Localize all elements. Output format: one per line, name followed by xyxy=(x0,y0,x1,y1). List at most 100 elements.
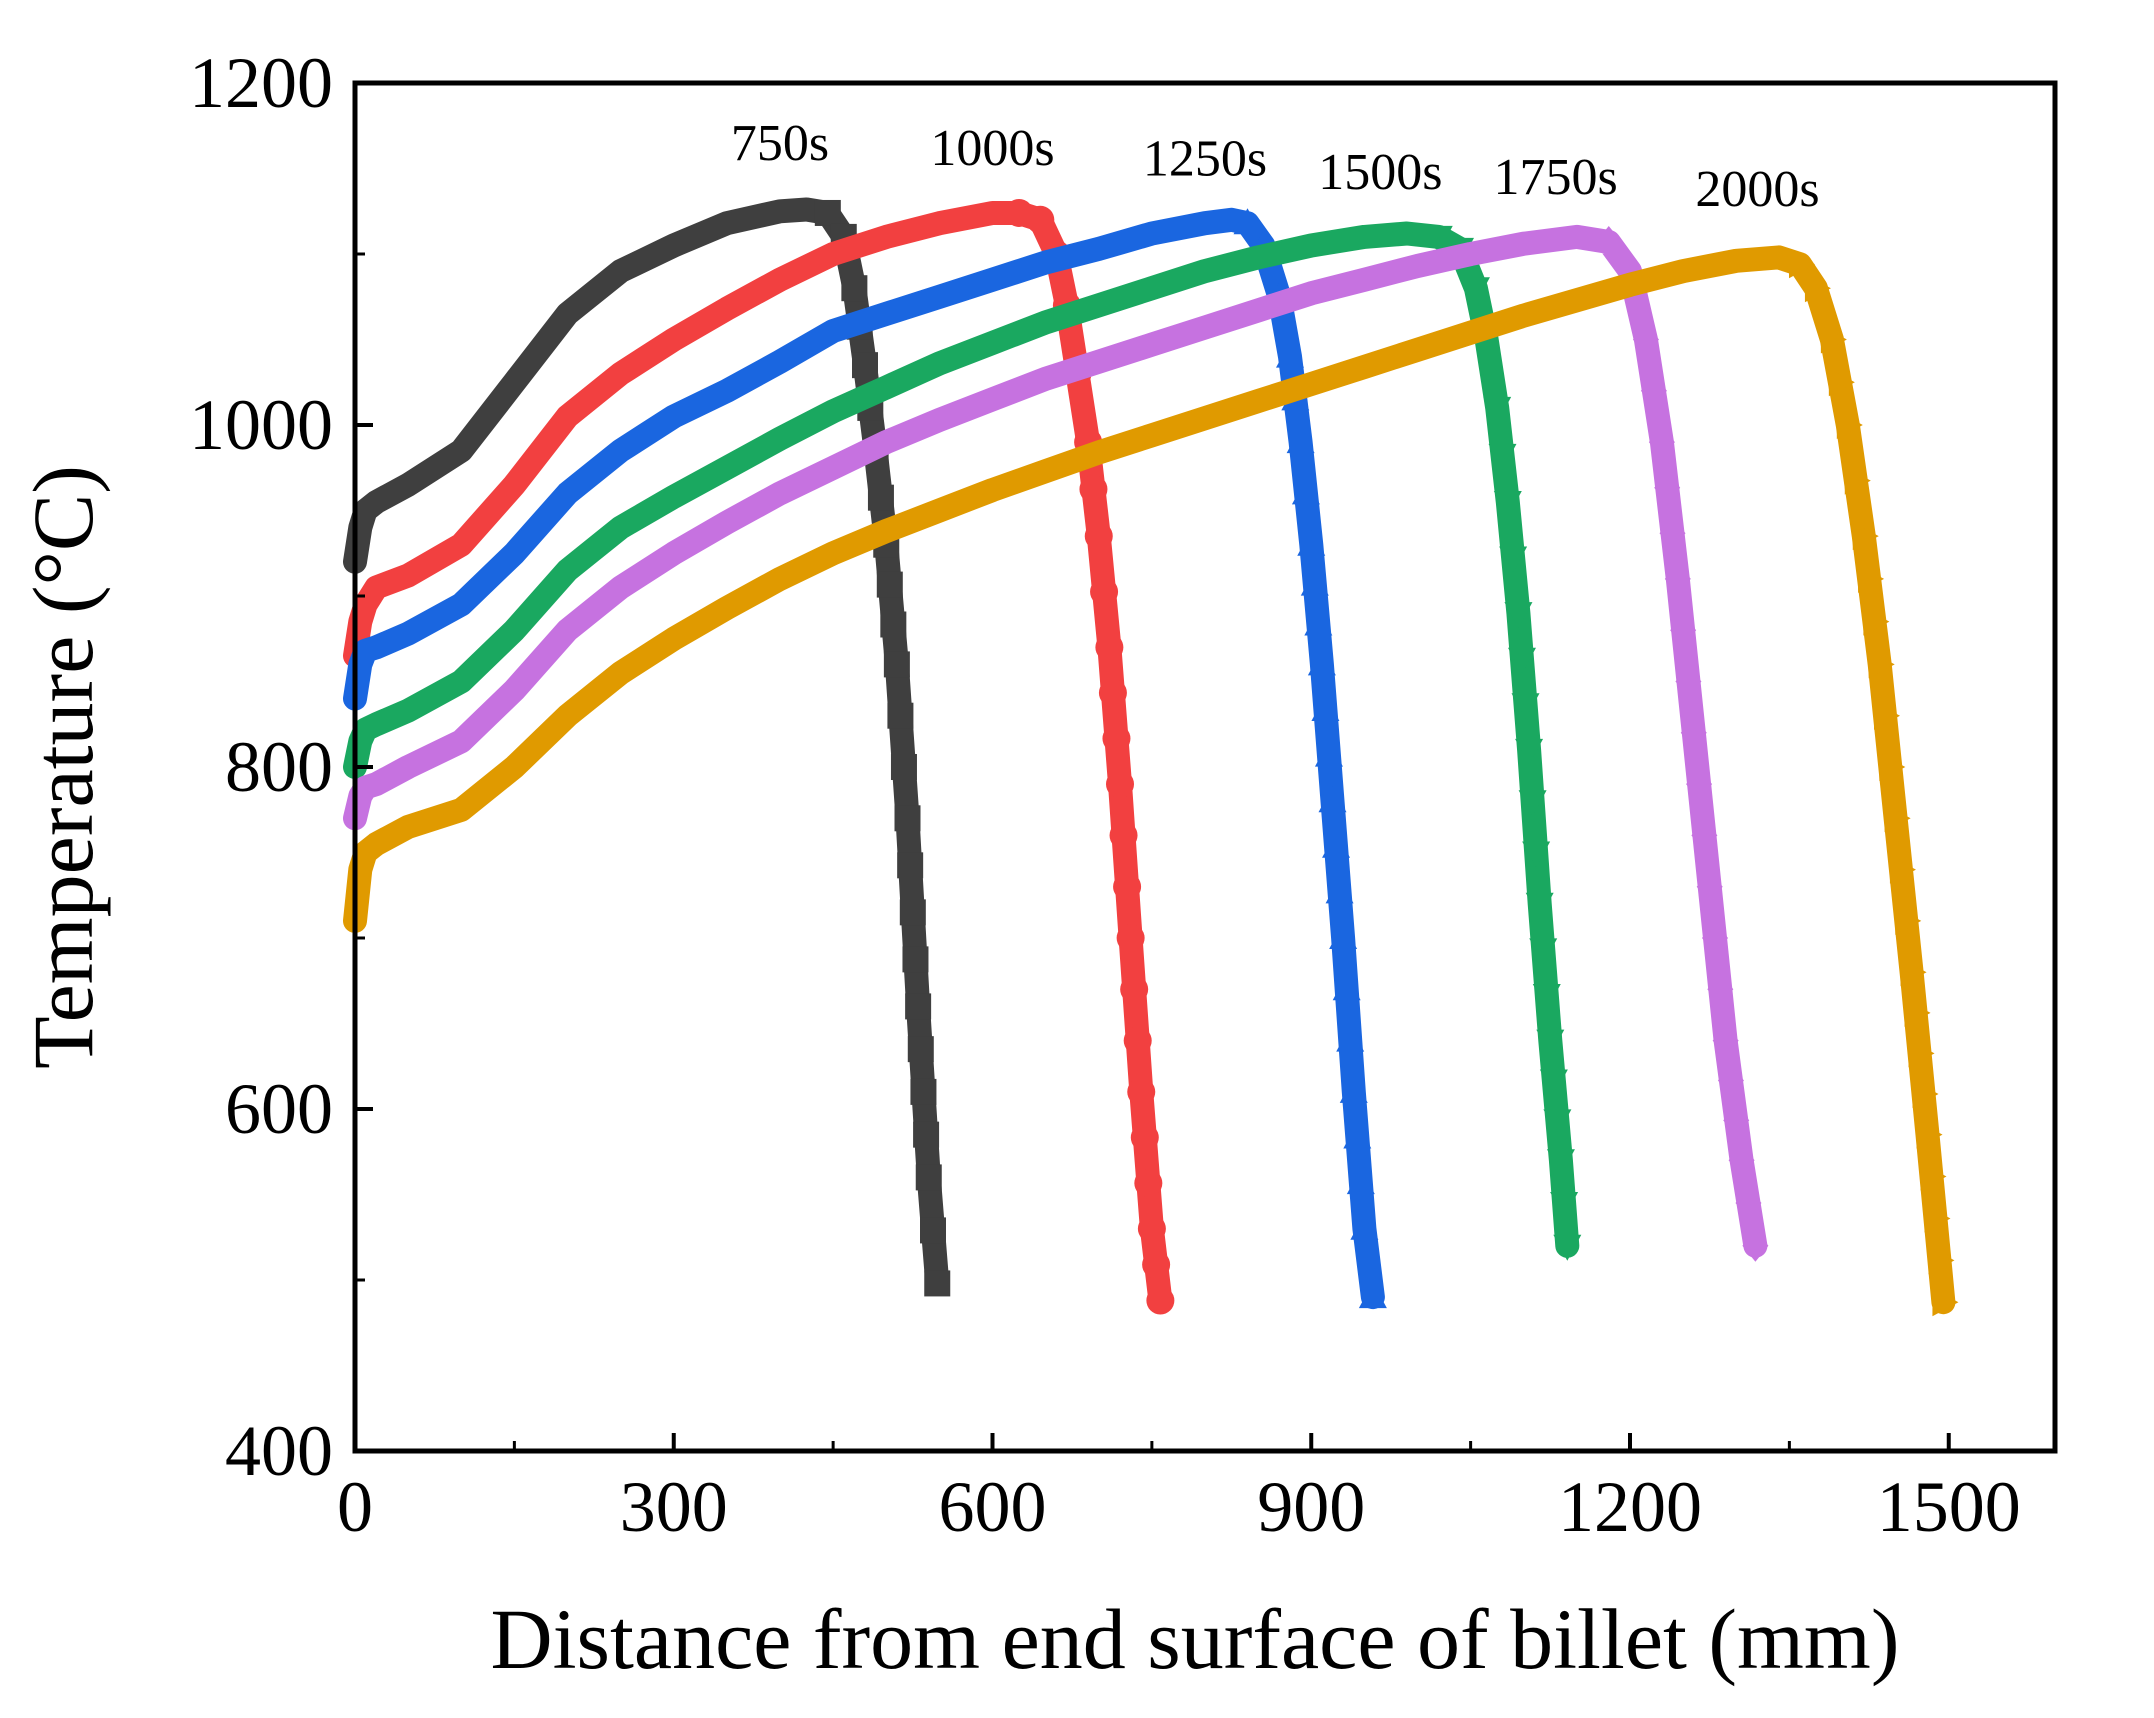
data-point-marker xyxy=(1137,1214,1166,1243)
data-point-marker xyxy=(1346,1168,1375,1195)
data-point-marker xyxy=(902,946,929,973)
data-point-marker xyxy=(1116,924,1145,952)
data-point-marker xyxy=(1908,1039,1935,1068)
data-point-marker xyxy=(1659,517,1686,550)
data-point-marker xyxy=(1900,958,1927,987)
data-point-marker xyxy=(1532,984,1561,1010)
data-point-marker xyxy=(1518,790,1547,817)
data-point-marker xyxy=(1928,1246,1955,1275)
data-point-marker xyxy=(1789,250,1815,279)
data-point-marker xyxy=(1525,892,1554,919)
data-point-marker xyxy=(1127,1077,1156,1106)
series-line xyxy=(343,221,1580,1258)
data-point-marker xyxy=(1109,821,1138,850)
data-point-marker xyxy=(1728,1144,1755,1177)
x-tick-label: 300 xyxy=(620,1467,728,1547)
data-point-marker xyxy=(1499,546,1528,573)
axis-ticks xyxy=(353,81,1951,1453)
y-tick-label: 1000 xyxy=(189,385,333,465)
data-point-marker xyxy=(1904,998,1931,1027)
data-point-marker xyxy=(1113,872,1142,901)
data-point-marker xyxy=(1889,855,1916,884)
y-tick-label: 800 xyxy=(225,727,333,807)
data-point-marker xyxy=(1632,323,1659,356)
data-point-marker xyxy=(1675,665,1702,698)
data-point-marker xyxy=(1504,602,1533,629)
data-point-marker xyxy=(1123,1026,1152,1055)
series-line xyxy=(343,245,1956,1315)
data-point-marker xyxy=(1134,1169,1163,1198)
data-point-marker xyxy=(1130,1123,1159,1152)
series-label-1250s: 1250s xyxy=(1143,130,1267,187)
data-point-marker xyxy=(1291,478,1320,505)
y-axis-title: Temperature (°C) xyxy=(15,465,111,1069)
x-tick-label: 900 xyxy=(1257,1467,1365,1547)
data-point-marker xyxy=(1550,1192,1579,1219)
series-label-1000s: 1000s xyxy=(930,120,1054,177)
x-tick-label: 1200 xyxy=(1558,1467,1702,1547)
data-point-marker xyxy=(1314,740,1343,767)
data-point-marker xyxy=(887,702,914,729)
data-point-marker xyxy=(1844,466,1871,495)
data-point-marker xyxy=(1511,693,1540,720)
data-point-marker xyxy=(1522,841,1551,868)
data-point-marker xyxy=(1543,1109,1572,1136)
data-point-marker xyxy=(899,899,926,926)
data-point-marker xyxy=(1120,975,1149,1004)
data-point-marker xyxy=(1735,1187,1762,1220)
x-axis-title: Distance from end surface of billet (mm) xyxy=(491,1591,1900,1687)
data-point-marker xyxy=(1654,471,1681,504)
data-point-marker xyxy=(1322,831,1351,858)
data-point-marker xyxy=(1343,1122,1372,1149)
data-point-marker xyxy=(1095,633,1124,662)
series-layer xyxy=(343,197,1959,1317)
series-label-1750s: 1750s xyxy=(1494,149,1618,206)
data-point-marker xyxy=(1648,426,1675,459)
data-point-marker xyxy=(1304,609,1333,636)
data-point-marker xyxy=(1828,368,1855,397)
data-point-marker xyxy=(1488,443,1517,470)
data-point-marker xyxy=(1102,724,1131,753)
data-point-marker xyxy=(1691,819,1718,852)
data-point-marker xyxy=(1546,1149,1575,1176)
y-tick-label: 600 xyxy=(225,1069,333,1149)
data-point-marker xyxy=(1332,974,1361,1001)
data-point-marker xyxy=(1329,923,1358,949)
data-point-marker xyxy=(1461,277,1490,304)
data-point-marker xyxy=(1300,569,1329,596)
data-point-marker xyxy=(1026,205,1055,234)
data-point-marker xyxy=(1879,753,1906,781)
data-point-marker xyxy=(1146,1286,1175,1315)
data-point-marker xyxy=(814,199,841,226)
data-point-marker xyxy=(1595,226,1622,259)
data-point-marker xyxy=(1350,1213,1379,1240)
data-point-marker xyxy=(1852,522,1879,551)
data-point-marker xyxy=(1895,906,1922,935)
data-point-marker xyxy=(1912,1080,1939,1109)
data-point-marker xyxy=(913,1121,940,1148)
data-point-marker xyxy=(1723,1104,1750,1137)
data-point-marker xyxy=(915,1164,942,1191)
data-point-marker xyxy=(1339,1076,1368,1103)
data-point-marker xyxy=(1276,341,1304,368)
data-point-marker xyxy=(883,651,910,678)
data-point-marker xyxy=(1836,411,1863,439)
data-point-marker xyxy=(1712,1024,1739,1057)
data-point-marker xyxy=(1874,701,1900,730)
data-point-marker xyxy=(1358,1282,1387,1309)
y-tick-labels: 400 600 800 1000 1200 xyxy=(189,43,333,1491)
data-point-marker xyxy=(920,1217,946,1244)
data-point-marker xyxy=(890,754,917,780)
data-point-marker xyxy=(1858,564,1885,593)
data-point-marker xyxy=(1515,738,1544,765)
data-point-marker xyxy=(841,275,868,302)
data-point-marker xyxy=(1680,716,1707,749)
data-point-marker xyxy=(1307,649,1336,676)
data-point-marker xyxy=(1686,768,1713,801)
series-labels: 750s 1000s 1250s 1500s 1750s 2000s xyxy=(731,115,1820,218)
x-tick-label: 1500 xyxy=(1877,1467,2021,1547)
data-point-marker xyxy=(1318,786,1347,813)
data-point-marker xyxy=(1529,938,1558,965)
data-point-marker xyxy=(1670,614,1697,647)
